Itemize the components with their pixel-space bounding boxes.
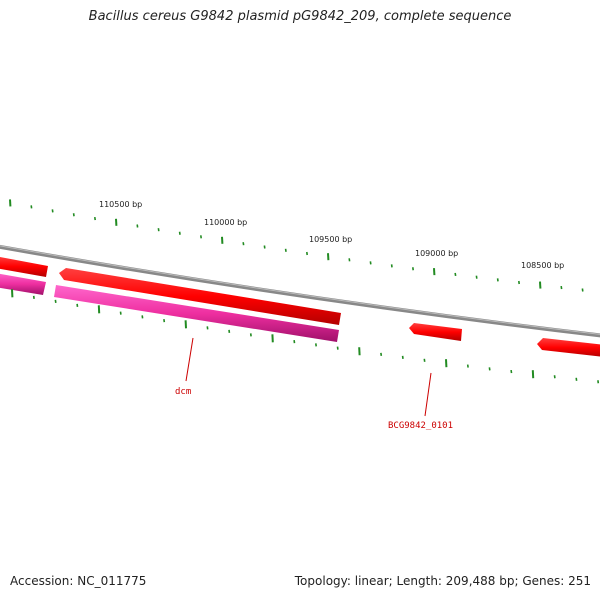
gene-arrow-bcg9842-0101[interactable]	[409, 323, 462, 341]
cds-feature-left-edge[interactable]	[0, 273, 46, 295]
gene-arrow-dcm[interactable]	[59, 268, 341, 325]
outer-ruler-ticks	[9, 199, 584, 292]
inner-ruler-ticks	[11, 289, 600, 384]
gene-arrow-left-edge[interactable]	[0, 256, 48, 277]
sequence-backbone	[0, 244, 600, 338]
dcm-leader-line	[185, 337, 194, 382]
summary-footer: Topology: linear; Length: 209,488 bp; Ge…	[294, 574, 591, 588]
sequence-backbone-highlight	[0, 245, 600, 335]
accession-footer: Accession: NC_011775	[10, 574, 147, 588]
ruler-label-109500: 109500 bp	[309, 235, 352, 244]
ruler-label-109000: 109000 bp	[415, 249, 458, 258]
gene-label-bcg9842-0101[interactable]: BCG9842_0101	[388, 421, 453, 431]
map-title: Bacillus cereus G9842 plasmid pG9842_209…	[88, 9, 512, 24]
gene-label-dcm[interactable]: dcm	[175, 387, 191, 397]
ruler-label-110000: 110000 bp	[204, 218, 247, 227]
cds-feature-dcm[interactable]	[54, 285, 339, 342]
bcg9842-0101-leader-line	[424, 372, 432, 417]
gene-arrow-right-edge[interactable]	[537, 338, 600, 357]
ruler-label-108500: 108500 bp	[521, 261, 564, 270]
ruler-label-110500: 110500 bp	[99, 200, 142, 209]
